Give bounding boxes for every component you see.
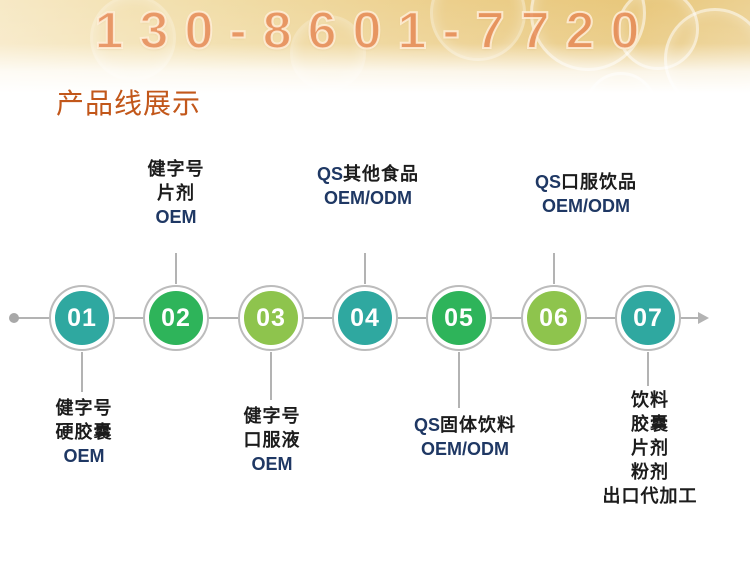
node-number: 03 xyxy=(256,303,286,332)
node-number: 01 xyxy=(67,303,97,332)
label-line: OEM/ODM xyxy=(421,439,509,459)
node-circle: 03 xyxy=(244,291,298,345)
phone-number: 130-8601-7720 xyxy=(94,1,656,61)
node-label: 健字号口服液 OEM xyxy=(162,404,382,476)
node-circle: 01 xyxy=(55,291,109,345)
timeline-node: 03 xyxy=(238,285,304,351)
node-connector xyxy=(364,253,366,284)
node-connector xyxy=(647,352,649,386)
node-label: 饮料胶囊片剂粉剂出口代加工 xyxy=(540,388,750,508)
label-line: OEM/ODM xyxy=(324,188,412,208)
node-connector xyxy=(553,253,555,284)
label-line: 饮料 xyxy=(631,390,669,410)
node-label: QS口服饮品 OEM/ODM xyxy=(476,170,696,218)
label-line: 健字号 xyxy=(243,406,301,426)
timeline-arrow-icon xyxy=(698,312,709,324)
label-line: 口服液 xyxy=(243,430,301,450)
node-connector xyxy=(458,352,460,408)
node-label: 健字号硬胶囊 OEM xyxy=(0,396,194,468)
node-number: 06 xyxy=(539,303,569,332)
node-connector xyxy=(81,352,83,392)
label-line: 健字号 xyxy=(55,398,113,418)
page-title: 产品线展示 xyxy=(56,88,202,119)
timeline-node: 04 xyxy=(332,285,398,351)
top-banner: 130-8601-7720 xyxy=(0,0,750,155)
label-line: 硬胶囊 xyxy=(55,422,113,442)
label-line: 胶囊 xyxy=(631,414,669,434)
label-line: 片剂 xyxy=(157,183,195,203)
node-number: 02 xyxy=(161,303,191,332)
label-line: 出口代加工 xyxy=(602,486,698,506)
node-circle: 06 xyxy=(527,291,581,345)
node-circle: 04 xyxy=(338,291,392,345)
timeline-node: 07 xyxy=(615,285,681,351)
node-circle: 07 xyxy=(621,291,675,345)
node-number: 05 xyxy=(444,303,474,332)
timeline-start-dot xyxy=(9,313,19,323)
label-line: 片剂 xyxy=(631,438,669,458)
label-line: QS其他食品 xyxy=(316,164,419,184)
banner-fade-overlay xyxy=(0,0,750,155)
timeline-node: 01 xyxy=(49,285,115,351)
node-circle: 05 xyxy=(432,291,486,345)
label-line: 健字号 xyxy=(147,159,205,179)
label-line: QS口服饮品 xyxy=(534,172,637,192)
label-line: 粉剂 xyxy=(631,462,669,482)
label-line: OEM xyxy=(155,207,197,227)
node-label: QS其他食品 OEM/ODM xyxy=(258,162,478,210)
label-line: QS固体饮料 xyxy=(413,415,516,435)
node-number: 07 xyxy=(633,303,663,332)
node-connector xyxy=(270,352,272,400)
node-connector xyxy=(175,253,177,284)
node-number: 04 xyxy=(350,303,380,332)
label-line: OEM xyxy=(63,446,105,466)
node-label: 健字号片剂 OEM xyxy=(66,157,286,229)
label-line: OEM/ODM xyxy=(542,196,630,216)
label-line: OEM xyxy=(251,454,293,474)
timeline-node: 06 xyxy=(521,285,587,351)
node-circle: 02 xyxy=(149,291,203,345)
timeline-node: 05 xyxy=(426,285,492,351)
node-label: QS固体饮料 OEM/ODM xyxy=(355,413,575,461)
timeline-node: 02 xyxy=(143,285,209,351)
